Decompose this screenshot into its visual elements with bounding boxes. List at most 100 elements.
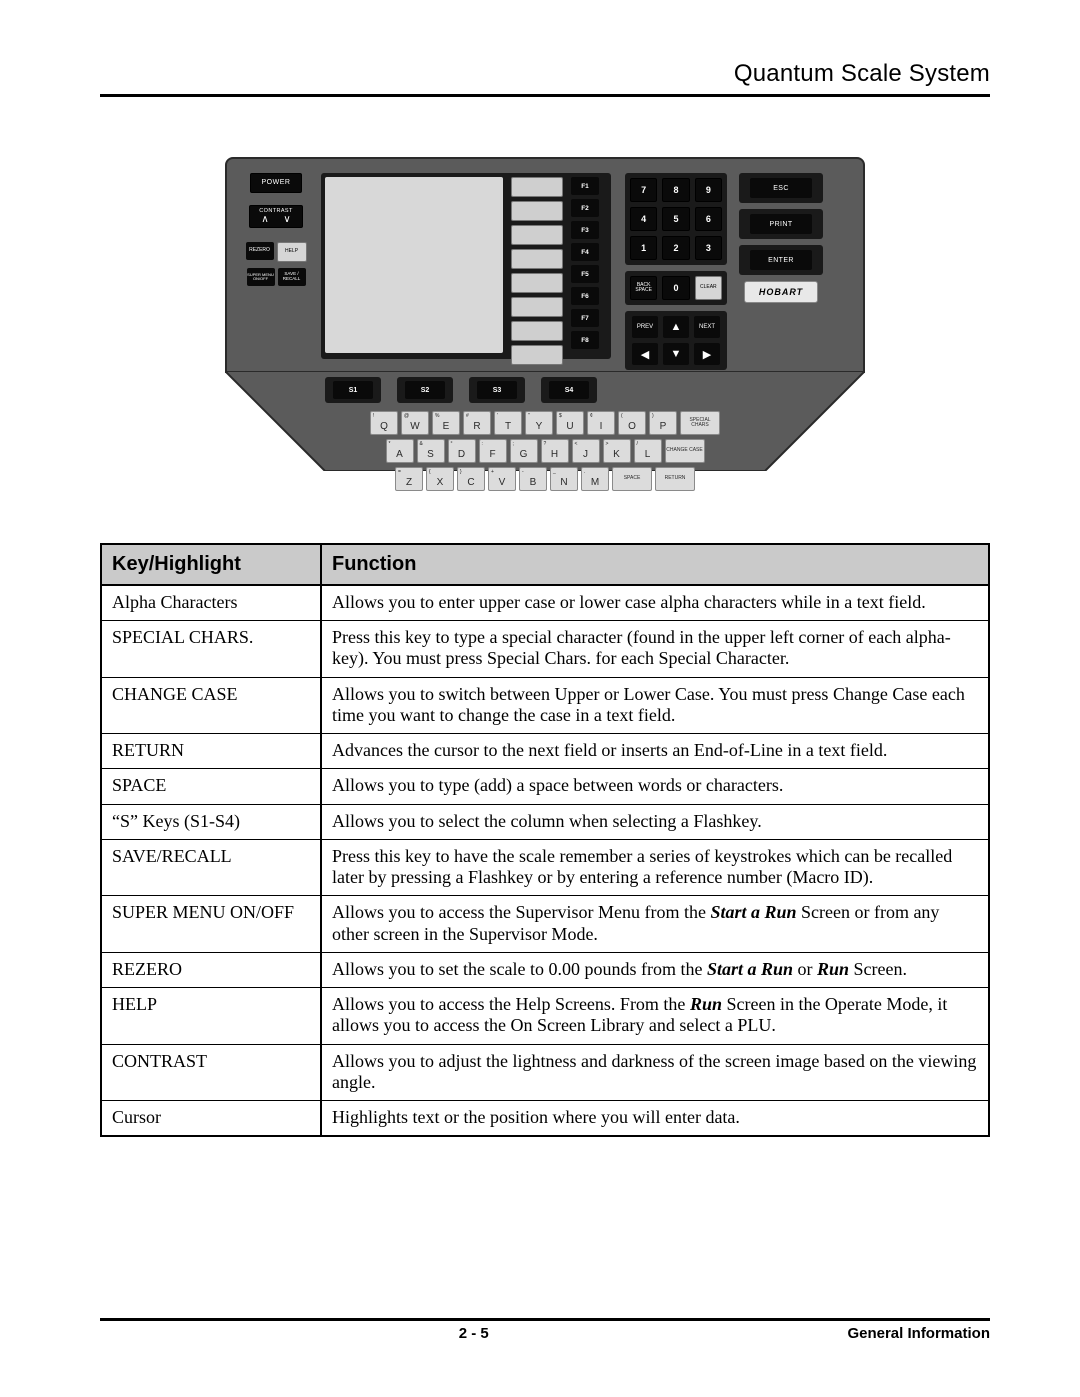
skey-s3[interactable]: S3 — [477, 381, 517, 399]
print-button[interactable]: PRINT — [750, 214, 812, 234]
numpad-key[interactable]: 2 — [662, 236, 689, 260]
qwerty-key[interactable]: (O — [618, 411, 646, 435]
soft-key-slot[interactable] — [511, 177, 563, 197]
numpad-key[interactable]: 1 — [630, 236, 657, 260]
save-recall-button[interactable]: SAVE / RECALL — [278, 268, 306, 286]
key-cell: CONTRAST — [101, 1044, 321, 1100]
function-cell: Allows you to select the column when sel… — [321, 804, 989, 839]
soft-key-slot[interactable] — [511, 249, 563, 269]
down-arrow-button[interactable]: ▼ — [663, 343, 689, 365]
numpad-key[interactable]: 7 — [630, 178, 657, 202]
qwerty-key[interactable]: $U — [556, 411, 584, 435]
skey-s2[interactable]: S2 — [405, 381, 445, 399]
key-cell: SAVE/RECALL — [101, 839, 321, 895]
numpad-key[interactable]: 5 — [662, 207, 689, 231]
numpad-key[interactable]: CLEAR — [695, 276, 722, 300]
col-key: Key/Highlight — [101, 544, 321, 585]
numpad-key[interactable]: 9 — [695, 178, 722, 202]
numpad-key[interactable]: 4 — [630, 207, 657, 231]
qwerty-key[interactable]: SPECIAL CHARS — [680, 411, 720, 435]
key-cell: RETURN — [101, 734, 321, 769]
prev-button[interactable]: PREV — [632, 316, 658, 338]
qwerty-key[interactable]: ¢I — [587, 411, 615, 435]
soft-key-slot[interactable] — [511, 201, 563, 221]
function-cell: Allows you to access the Supervisor Menu… — [321, 896, 989, 952]
left-arrow-button[interactable]: ◀ — [632, 343, 658, 365]
qwerty-key[interactable]: CHANGE CASE — [665, 439, 705, 463]
fkey-f4[interactable]: F4 — [571, 243, 599, 261]
key-cell: “S” Keys (S1-S4) — [101, 804, 321, 839]
contrast-up-icon[interactable]: ∧ — [261, 215, 268, 225]
key-cell: HELP — [101, 988, 321, 1044]
qwerty-key[interactable]: >K — [603, 439, 631, 463]
col-function: Function — [321, 544, 989, 585]
skey-s4[interactable]: S4 — [549, 381, 589, 399]
qwerty-key[interactable]: @W — [401, 411, 429, 435]
qwerty-key[interactable]: #R — [463, 411, 491, 435]
skey-s1[interactable]: S1 — [333, 381, 373, 399]
qwerty-key[interactable]: ;G — [510, 439, 538, 463]
qwerty-key[interactable]: <J — [572, 439, 600, 463]
right-arrow-button[interactable]: ▶ — [694, 343, 720, 365]
numpad-key[interactable]: 6 — [695, 207, 722, 231]
footer-section: General Information — [847, 1325, 990, 1342]
rezero-button[interactable]: REZERO — [246, 242, 274, 260]
fkey-f3[interactable]: F3 — [571, 221, 599, 239]
qwerty-key[interactable]: .M — [581, 467, 609, 491]
qwerty-key[interactable]: ?H — [541, 439, 569, 463]
fkey-f7[interactable]: F7 — [571, 309, 599, 327]
table-row: “S” Keys (S1-S4)Allows you to select the… — [101, 804, 989, 839]
qwerty-key[interactable]: {X — [426, 467, 454, 491]
soft-key-slot[interactable] — [511, 273, 563, 293]
soft-key-slot[interactable] — [511, 345, 563, 365]
table-row: Alpha CharactersAllows you to enter uppe… — [101, 585, 989, 621]
brand-badge: HOBART — [744, 281, 818, 303]
enter-button[interactable]: ENTER — [750, 250, 812, 270]
soft-key-slot[interactable] — [511, 297, 563, 317]
qwerty-key[interactable]: -B — [519, 467, 547, 491]
function-cell: Press this key to type a special charact… — [321, 621, 989, 677]
qwerty-key[interactable]: °D — [448, 439, 476, 463]
super-menu-button[interactable]: SUPER MENU ON/OFF — [247, 268, 275, 286]
fkey-f5[interactable]: F5 — [571, 265, 599, 283]
qwerty-key[interactable]: _N — [550, 467, 578, 491]
fkey-f6[interactable]: F6 — [571, 287, 599, 305]
numpad-key[interactable]: 0 — [662, 276, 689, 300]
qwerty-key[interactable]: "Y — [525, 411, 553, 435]
fkey-f1[interactable]: F1 — [571, 177, 599, 195]
esc-button[interactable]: ESC — [750, 178, 812, 198]
qwerty-key[interactable]: )P — [649, 411, 677, 435]
fkey-f8[interactable]: F8 — [571, 331, 599, 349]
qwerty-key[interactable]: }C — [457, 467, 485, 491]
qwerty-key[interactable]: :F — [479, 439, 507, 463]
qwerty-key[interactable]: &S — [417, 439, 445, 463]
contrast-down-icon[interactable]: ∨ — [283, 215, 290, 225]
fkey-f2[interactable]: F2 — [571, 199, 599, 217]
numpad-key[interactable]: 3 — [695, 236, 722, 260]
qwerty-key[interactable]: +V — [488, 467, 516, 491]
next-button[interactable]: NEXT — [694, 316, 720, 338]
key-function-table: Key/Highlight Function Alpha CharactersA… — [100, 543, 990, 1137]
qwerty-key[interactable]: RETURN — [655, 467, 695, 491]
key-cell: Cursor — [101, 1100, 321, 1136]
function-cell: Highlights text or the position where yo… — [321, 1100, 989, 1136]
contrast-control[interactable]: CONTRAST ∧ ∨ — [249, 205, 303, 228]
qwerty-key[interactable]: SPACE — [612, 467, 652, 491]
nav-cluster: PREV ▲ NEXT ◀ ▼ ▶ — [625, 311, 727, 370]
power-button[interactable]: POWER — [250, 173, 302, 193]
numpad-key[interactable]: 8 — [662, 178, 689, 202]
qwerty-key[interactable]: /L — [634, 439, 662, 463]
soft-key-slot[interactable] — [511, 321, 563, 341]
soft-key-slot[interactable] — [511, 225, 563, 245]
table-row: CONTRASTAllows you to adjust the lightne… — [101, 1044, 989, 1100]
numeric-keypad: 789 456 123 BACK SPACE0CLEAR PREV ▲ NEXT… — [625, 173, 727, 370]
qwerty-key[interactable]: =Z — [395, 467, 423, 491]
numpad-key[interactable]: BACK SPACE — [630, 276, 657, 300]
qwerty-key[interactable]: *A — [386, 439, 414, 463]
qwerty-key[interactable]: %E — [432, 411, 460, 435]
qwerty-key[interactable]: 'T — [494, 411, 522, 435]
up-arrow-button[interactable]: ▲ — [663, 316, 689, 338]
qwerty-key[interactable]: !Q — [370, 411, 398, 435]
help-button[interactable]: HELP — [277, 242, 307, 262]
function-cell: Allows you to access the Help Screens. F… — [321, 988, 989, 1044]
